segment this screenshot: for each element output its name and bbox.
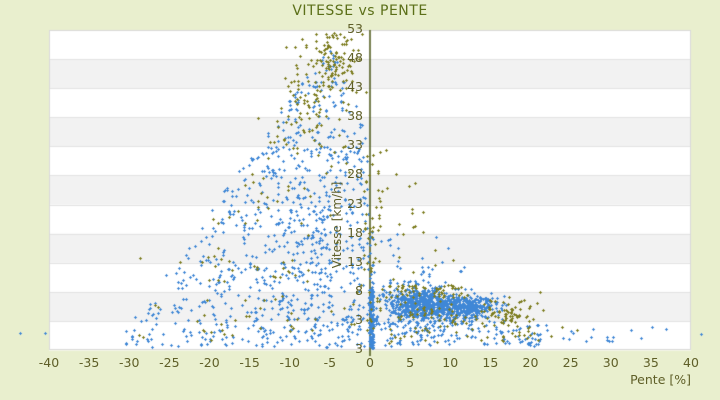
x-tick-label: 40 <box>683 355 699 370</box>
y-tick-label: 33 <box>347 137 363 153</box>
x-tick-label: -30 <box>119 355 140 370</box>
y-tick-label: 43 <box>347 79 363 95</box>
x-tick-label: -20 <box>199 355 220 370</box>
x-tick-label: -35 <box>78 355 100 370</box>
x-tick-label: -5 <box>323 355 337 370</box>
y-tick-label: 18 <box>347 224 363 240</box>
x-tick-label: -10 <box>279 355 300 370</box>
y-tick-label: 3 <box>355 311 363 327</box>
y-tick-label: 13 <box>347 253 363 269</box>
x-tick-label: -40 <box>38 355 60 370</box>
x-axis-title: Pente [%] <box>630 372 691 387</box>
y-tick-label: 23 <box>347 195 363 211</box>
y-tick-label: 53 <box>347 21 363 36</box>
x-tick-label: 25 <box>562 355 579 370</box>
y-axis-title: Vitesse [km/h] <box>330 181 344 269</box>
y-tick-label: 48 <box>347 50 363 66</box>
x-tick-label: 20 <box>522 355 539 370</box>
y-tick-label: 38 <box>347 108 363 124</box>
y-tick-label: 8 <box>355 282 363 298</box>
y-tick-label: 28 <box>347 166 363 182</box>
x-tick-label: 10 <box>442 355 459 370</box>
y-tick-label: 3 <box>355 341 363 356</box>
x-tick-label: 15 <box>482 355 499 370</box>
x-tick-label: 35 <box>642 355 659 370</box>
x-tick-label: 30 <box>602 355 619 370</box>
x-tick-label: -25 <box>159 355 180 370</box>
x-tick-label: 0 <box>366 355 374 370</box>
x-tick-label: -15 <box>239 355 260 370</box>
x-tick-label: 5 <box>406 355 415 370</box>
